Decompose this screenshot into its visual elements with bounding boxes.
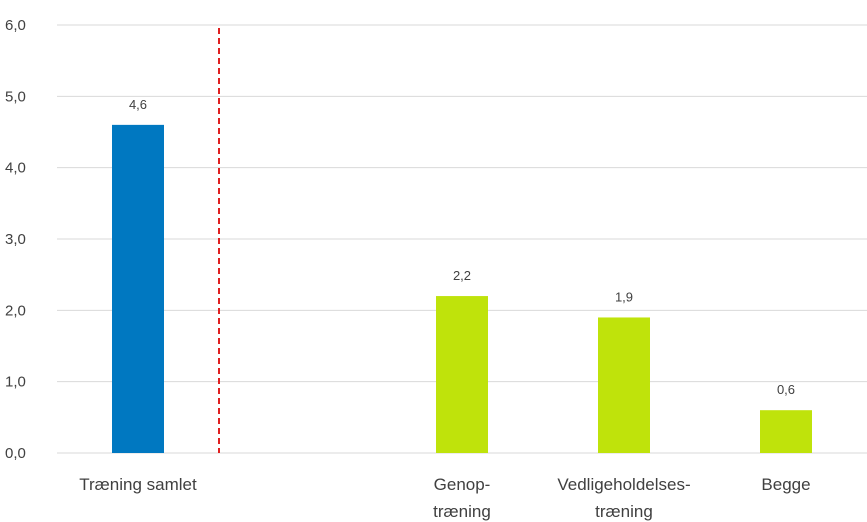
y-axis-tick-labels: 0,0 1,0 2,0 3,0 4,0 5,0 6,0 — [5, 17, 26, 462]
x-axis-category-labels: Træning samlet Genop-træning Vedligeholdel… — [79, 475, 810, 521]
bar — [436, 296, 488, 453]
y-tick-label: 5,0 — [5, 88, 26, 105]
bars — [112, 124, 812, 453]
data-label: 1,9 — [615, 289, 633, 304]
bar — [760, 410, 812, 453]
bar — [598, 317, 650, 453]
category-label: Begge — [761, 475, 810, 494]
category-label: Vedligeholdelses-træning — [557, 475, 690, 521]
category-label: Træning samlet — [79, 475, 197, 494]
y-tick-label: 2,0 — [5, 302, 26, 319]
data-label: 2,2 — [453, 268, 471, 283]
data-labels: 4,6 2,2 1,9 0,6 — [129, 97, 795, 397]
y-tick-label: 1,0 — [5, 374, 26, 391]
category-label: Genop-træning — [433, 475, 491, 521]
y-tick-label: 4,0 — [5, 160, 26, 177]
bar — [112, 124, 164, 453]
y-tick-label: 0,0 — [5, 445, 26, 462]
y-tick-label: 6,0 — [5, 17, 26, 34]
data-label: 0,6 — [777, 382, 795, 397]
y-tick-label: 3,0 — [5, 231, 26, 248]
data-label: 4,6 — [129, 97, 147, 112]
